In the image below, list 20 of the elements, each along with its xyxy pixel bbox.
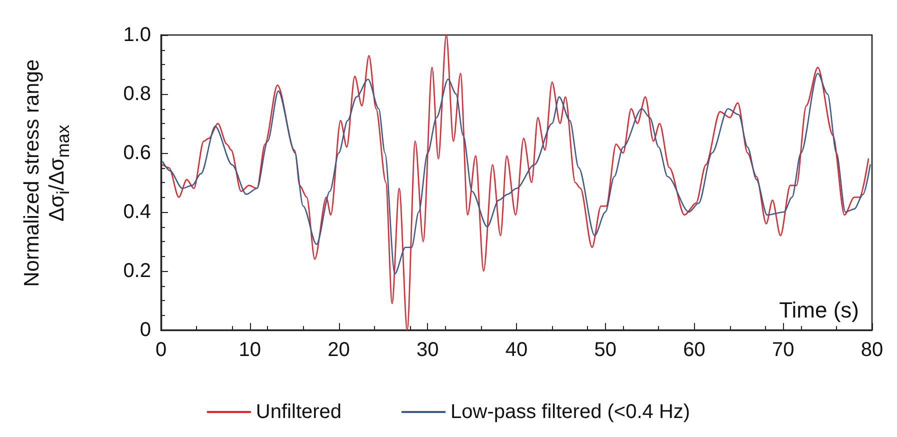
x-tick-label: 60	[683, 339, 706, 361]
y-tick-label: 0	[140, 319, 151, 341]
y-tick-label: 0.8	[123, 83, 151, 105]
x-axis-title: Time (s)	[779, 298, 860, 322]
legend-label: Unfiltered	[256, 401, 342, 423]
y-tick-label: 0.6	[123, 142, 151, 164]
x-tick-label: 20	[328, 339, 350, 361]
x-tick-label: 40	[505, 339, 528, 361]
x-tick-label: 70	[772, 339, 794, 361]
y-tick-label: 0.2	[123, 260, 151, 282]
y-tick-label: 1.0	[123, 24, 151, 46]
legend-label: Low-pass filtered (<0.4 Hz)	[450, 401, 690, 423]
x-tick-label: 50	[594, 339, 616, 361]
x-tick-label: 10	[238, 339, 261, 361]
x-tick-label: 80	[860, 339, 884, 361]
y-tick-label: 0.4	[123, 201, 151, 223]
x-tick-label: 0	[155, 339, 167, 361]
line-series	[162, 72, 871, 275]
line-series	[162, 34, 870, 331]
x-tick-label: 30	[416, 339, 439, 361]
